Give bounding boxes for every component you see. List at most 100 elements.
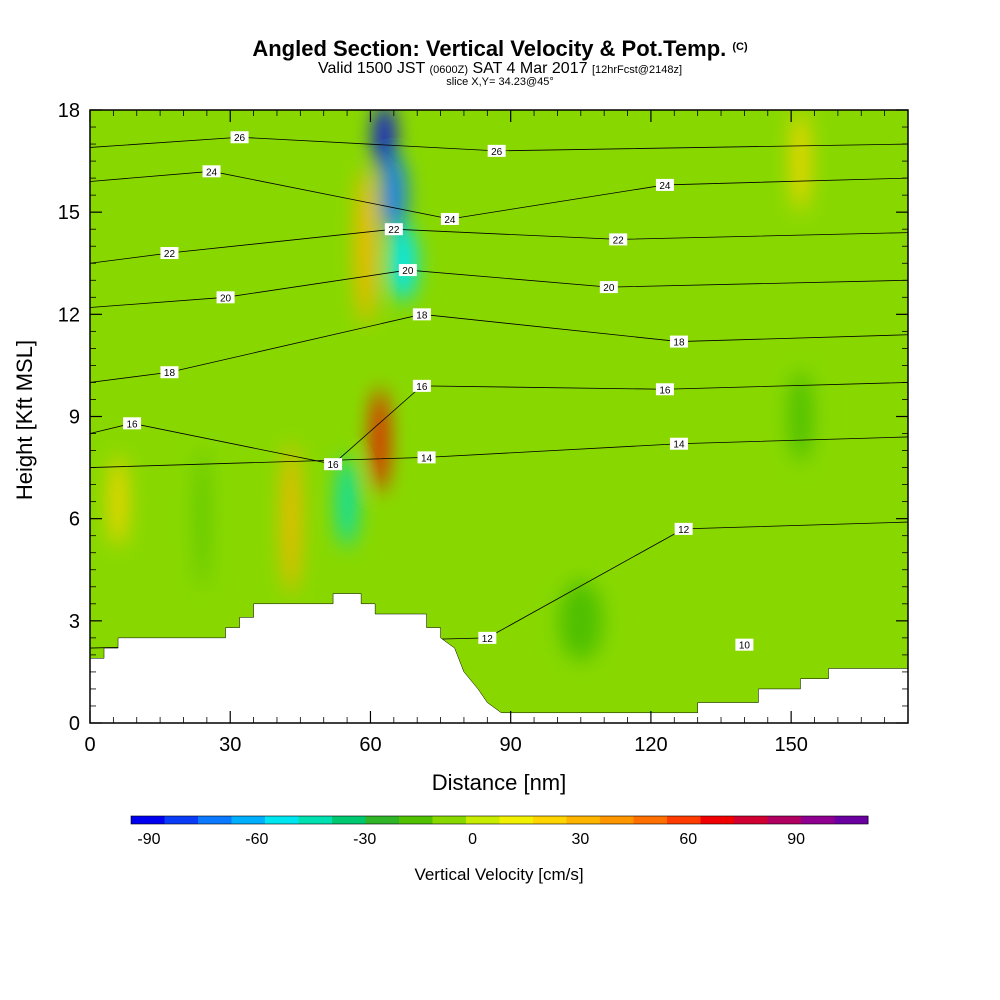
contour-label-box xyxy=(324,458,343,471)
contour-label-box xyxy=(440,212,459,225)
colorbar-frame xyxy=(130,815,869,825)
contour-label: 20 xyxy=(220,293,232,304)
colorbar-swatch xyxy=(801,816,835,824)
contour-label: 14 xyxy=(421,453,433,464)
contour-label-box xyxy=(160,247,179,260)
contour-label: 18 xyxy=(416,310,428,321)
velocity-feature xyxy=(389,225,418,302)
x-tick-label: 0 xyxy=(84,734,95,756)
contour-label: 20 xyxy=(402,266,414,277)
contour-label-box xyxy=(674,522,693,535)
colorbar-tick-label: -90 xyxy=(137,831,160,848)
colorbar-swatch xyxy=(767,816,802,824)
colorbar-swatch xyxy=(600,816,634,824)
velocity-feature xyxy=(381,155,406,236)
velocity-feature xyxy=(371,388,388,493)
velocity-feature xyxy=(558,580,603,661)
velocity-feature xyxy=(282,443,299,594)
colorbar-swatch xyxy=(700,816,735,824)
slice-label: slice X,Y= 34.23@45° xyxy=(446,76,554,88)
contour-label-box xyxy=(609,233,628,246)
contour-label: 14 xyxy=(673,440,685,451)
contour-label: 24 xyxy=(444,215,456,226)
x-tick-label: 150 xyxy=(774,734,807,756)
y-tick-label: 12 xyxy=(58,304,80,326)
contour-label: 26 xyxy=(491,147,503,158)
y-axis-title: Height [Kft MSL] xyxy=(12,340,37,500)
contour-label: 22 xyxy=(388,225,400,236)
colorbar-swatch xyxy=(231,816,266,824)
colorbar-tick-label: 30 xyxy=(571,831,589,848)
x-axis-title: Distance [nm] xyxy=(432,770,567,795)
colorbar-tick-label: 60 xyxy=(679,831,697,848)
y-tick-labels: 0 3 6 9 12 15 18 xyxy=(58,100,80,735)
colorbar-swatch xyxy=(332,816,366,824)
contour-label-box xyxy=(669,335,688,348)
colorbar-swatch xyxy=(198,816,232,824)
velocity-feature xyxy=(337,456,358,547)
colorbar-swatch xyxy=(432,816,467,824)
contour-label-box xyxy=(669,437,688,450)
contour-label: 16 xyxy=(416,382,428,393)
velocity-feature xyxy=(110,456,127,547)
contour-label: 22 xyxy=(164,249,176,260)
contour-label-box xyxy=(655,178,674,191)
plot-area: 10 12 12 14 14 16 16 16 16 18 18 18 20 20 20 22 22 22 24 24… xyxy=(89,109,909,724)
chart-title: Angled Section: Vertical Velocity & Pot.… xyxy=(0,36,1000,62)
valid-prefix: Valid 1500 JST xyxy=(318,60,426,77)
terrain xyxy=(90,593,908,723)
theta-contour-labels: 10 12 12 14 14 16 16 16 16 18 18 18 20 20 20 22 22 22 24 24… xyxy=(123,131,754,652)
valid-z: (0600Z) xyxy=(429,64,469,76)
contour-label: 26 xyxy=(234,133,246,144)
velocity-feature xyxy=(374,110,395,172)
colorbar-swatch xyxy=(499,816,534,824)
x-tick-label: 120 xyxy=(634,734,667,756)
theta-contour-line xyxy=(90,436,908,468)
colorbar-swatch xyxy=(834,816,869,824)
contour-label: 12 xyxy=(678,525,690,536)
y-tick-label: 6 xyxy=(69,509,80,531)
contour-label-box xyxy=(412,308,431,321)
velocity-feature xyxy=(356,168,375,325)
contour-label: 16 xyxy=(328,460,340,471)
y-tick-label: 9 xyxy=(69,407,80,429)
contour-label: 24 xyxy=(206,167,218,178)
colorbar-tick-label: 90 xyxy=(787,831,805,848)
contour-label-box xyxy=(412,379,431,392)
velocity-feature xyxy=(788,371,813,462)
colorbar-swatch xyxy=(466,816,500,824)
valid-fcst: [12hrFcst@2148z] xyxy=(591,64,682,76)
theta-contour-line xyxy=(90,136,908,152)
contour-label-box xyxy=(202,165,221,178)
colorbar-swatch xyxy=(164,816,199,824)
chart-subtitle: Valid 1500 JST (0600Z) SAT 4 Mar 2017 [1… xyxy=(0,60,1000,78)
colorbar-swatch xyxy=(265,816,299,824)
contour-label: 16 xyxy=(659,385,671,396)
contour-label: 10 xyxy=(739,641,751,652)
velocity-feature xyxy=(792,111,809,212)
contour-label: 18 xyxy=(673,338,685,349)
contour-label: 12 xyxy=(482,634,494,645)
field-background xyxy=(90,110,908,723)
colorbar-swatch xyxy=(566,816,601,824)
colorbar-swatch xyxy=(365,816,400,824)
chart-title-main: Angled Section: Vertical Velocity & Pot.… xyxy=(252,36,727,61)
colorbar-tick-label: 0 xyxy=(468,831,477,848)
contour-label: 16 xyxy=(127,419,139,430)
y-tick-label: 0 xyxy=(69,713,80,735)
y-tick-label: 15 xyxy=(58,202,80,224)
colorbar-swatch xyxy=(667,816,701,824)
contour-label-box xyxy=(655,383,674,396)
contour-label-box xyxy=(160,366,179,379)
contour-label-box xyxy=(216,291,235,304)
colorbar-swatch xyxy=(131,816,165,824)
contour-label-box xyxy=(735,638,754,651)
colorbar-swatch xyxy=(399,816,433,824)
colorbar-swatch xyxy=(734,816,768,824)
contour-label-box xyxy=(599,281,618,294)
colorbar-tick-label: -30 xyxy=(353,831,376,848)
colorbar: -90 -60 -30 0 30 60 90 xyxy=(130,815,869,848)
contour-label: 18 xyxy=(164,368,176,379)
x-tick-label: 60 xyxy=(359,734,381,756)
